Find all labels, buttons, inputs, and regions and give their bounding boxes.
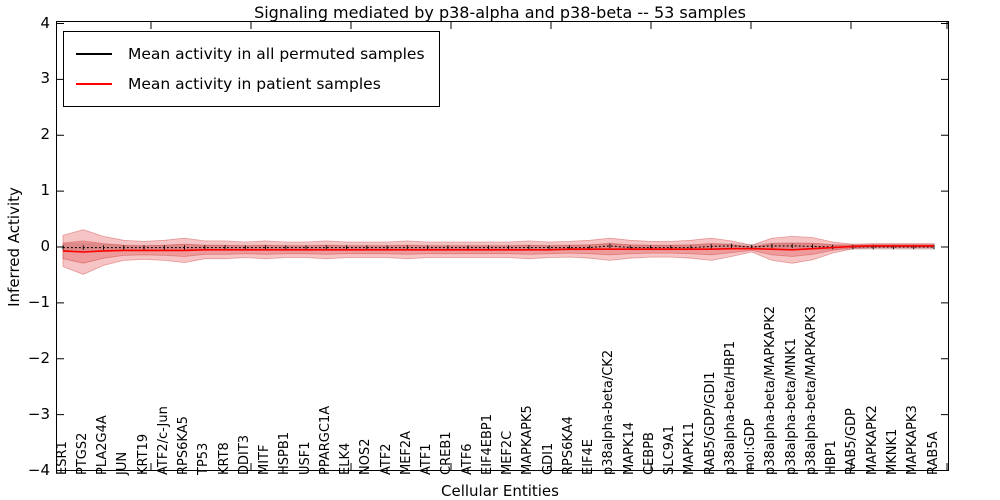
x-tick-label: p38alpha-beta/CK2: [601, 349, 617, 475]
x-tick-label: RPS6KA5: [176, 416, 192, 475]
x-tick-label: MAPKAPK3: [905, 405, 921, 475]
y-tick-label: 3: [40, 69, 50, 88]
x-tick-label: SLC9A1: [662, 424, 678, 475]
legend: Mean activity in all permuted samples Mea…: [63, 31, 440, 107]
plot-canvas: [57, 22, 948, 470]
x-tick-label: ATF2: [378, 443, 394, 475]
x-tick-label: JUN: [115, 451, 131, 475]
y-tick-label: −4: [27, 460, 50, 479]
x-tick-label: p38alpha-beta/MNK1: [783, 338, 799, 475]
y-tick-label: 1: [40, 181, 50, 200]
y-tick-label: 0: [40, 237, 50, 255]
patient-mean-line: [62, 245, 934, 253]
x-tick-label: RAB5A: [925, 431, 941, 475]
legend-item-label: Mean activity in all permuted samples: [128, 45, 425, 63]
x-tick-label: MAPKAPK5: [520, 405, 536, 475]
x-tick-label: MAPKAPK2: [864, 405, 880, 475]
x-tick-label: MEF2C: [500, 430, 516, 475]
y-tick-label: −2: [27, 348, 50, 367]
x-tick-label: CEBPB: [641, 432, 657, 475]
chart-title: Signaling mediated by p38-alpha and p38-…: [254, 3, 746, 22]
x-tick-label: ATF2/c-Jun: [155, 406, 171, 475]
x-tick-label: MAPK14: [621, 421, 637, 475]
x-tick-label: KRT19: [135, 433, 151, 475]
x-tick-label: USF1: [297, 441, 313, 475]
axis-ticks: [57, 22, 948, 470]
x-tick-label: p38alpha-beta/MAPKAPK3: [803, 306, 819, 475]
x-tick-label: HSPB1: [277, 431, 293, 475]
x-tick-label: CREB1: [439, 431, 455, 475]
x-tick-label: DDIT3: [236, 434, 252, 475]
y-tick-label: 2: [40, 125, 50, 144]
x-tick-label: NOS2: [358, 438, 374, 475]
x-tick-label: MKNK1: [884, 428, 900, 475]
x-tick-label: KRT8: [216, 442, 232, 475]
x-tick-label: mol:GDP: [743, 418, 759, 475]
y-tick-label: 4: [40, 13, 50, 32]
x-tick-label: PTGS2: [74, 432, 90, 475]
x-tick-label: EIF4EBP1: [479, 413, 495, 475]
x-tick-label: MITF: [257, 444, 273, 475]
x-tick-label: p38alpha-beta/MAPKAPK2: [763, 306, 779, 475]
y-tick-label: −3: [27, 404, 50, 423]
x-tick-label: RAB5/GDP: [844, 408, 860, 475]
legend-item: Mean activity in all permuted samples: [76, 39, 425, 69]
x-tick-label: RPS6KA4: [560, 416, 576, 475]
legend-item: Mean activity in patient samples: [76, 69, 425, 99]
x-tick-label: HBP1: [824, 440, 840, 475]
permuted-mean-line: [63, 245, 934, 249]
legend-line-sample: [76, 83, 112, 85]
x-tick-label: TP53: [196, 442, 212, 475]
x-axis-label: Cellular Entities: [441, 482, 559, 500]
x-tick-label: MAPK11: [682, 421, 698, 475]
x-tick-label: GDI1: [540, 442, 556, 475]
x-tick-label: MEF2A: [398, 430, 414, 475]
x-tick-label: p38alpha-beta/HBP1: [722, 340, 738, 475]
legend-line-sample: [76, 53, 112, 55]
x-tick-label: ELK4: [338, 442, 354, 475]
x-tick-label: PPARGC1A: [317, 405, 333, 475]
x-tick-label: RAB5/GDP/GDI1: [702, 371, 718, 475]
x-tick-label: ATF6: [459, 443, 475, 475]
x-tick-label: ATF1: [419, 443, 435, 475]
x-tick-label: PLA2G4A: [95, 415, 110, 475]
y-tick-label: −1: [27, 292, 50, 311]
x-tick-label: EIF4E: [581, 438, 597, 475]
legend-item-label: Mean activity in patient samples: [128, 75, 381, 93]
x-tick-label: ESR1: [54, 441, 70, 475]
